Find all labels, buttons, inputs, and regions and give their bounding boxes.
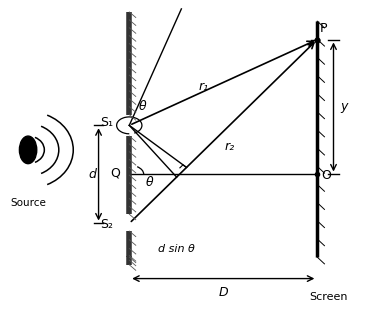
Text: D: D [218, 286, 228, 299]
Text: S₁: S₁ [100, 116, 113, 129]
Text: Source: Source [10, 198, 46, 208]
Text: θ: θ [139, 100, 147, 114]
Ellipse shape [19, 136, 37, 164]
Text: d sin θ: d sin θ [158, 245, 195, 255]
Text: r₁: r₁ [199, 80, 209, 93]
Text: r₂: r₂ [225, 140, 235, 153]
Text: Screen: Screen [309, 292, 347, 302]
Text: S₂: S₂ [100, 218, 113, 232]
Text: Q: Q [110, 166, 120, 179]
Text: O: O [321, 169, 331, 183]
Text: P: P [320, 22, 328, 35]
Text: y: y [340, 100, 348, 114]
Text: θ: θ [145, 176, 153, 188]
Text: d: d [88, 168, 96, 181]
